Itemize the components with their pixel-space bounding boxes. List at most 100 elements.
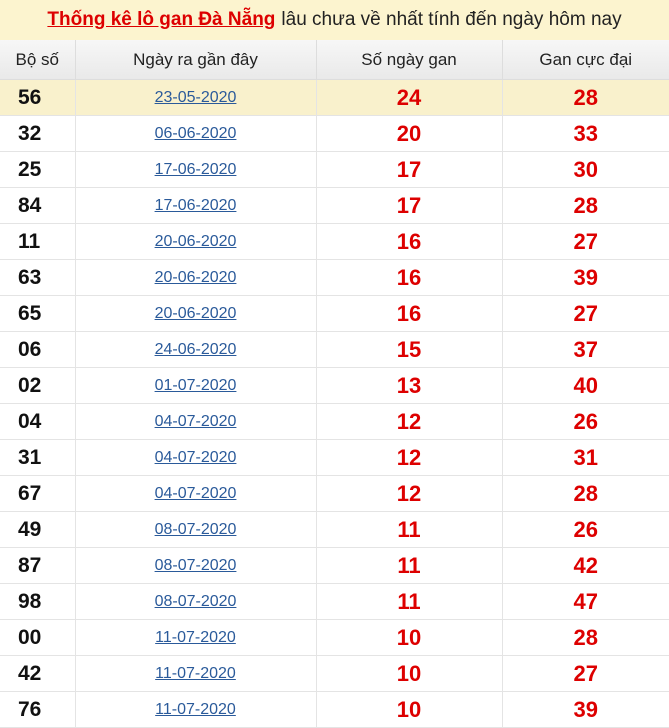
date-cell: 24-06-2020: [75, 331, 317, 368]
bo-so: 65: [0, 295, 76, 332]
gan-cuc-dai: 37: [502, 331, 669, 368]
gan-cuc-dai: 31: [502, 439, 669, 476]
table-row: 31 04-07-2020 12 31: [0, 439, 669, 476]
date-cell: 04-07-2020: [75, 475, 317, 512]
date-cell: 04-07-2020: [75, 439, 317, 476]
bo-so: 31: [0, 439, 76, 476]
date-link[interactable]: 24-06-2020: [154, 340, 237, 358]
so-ngay-gan: 12: [316, 439, 503, 476]
so-ngay-gan: 16: [316, 223, 503, 260]
gan-cuc-dai: 40: [502, 367, 669, 404]
table-row: 00 11-07-2020 10 28: [0, 619, 669, 656]
gan-cuc-dai: 39: [502, 691, 669, 728]
date-link[interactable]: 08-07-2020: [154, 520, 237, 538]
date-link[interactable]: 08-07-2020: [154, 556, 237, 574]
table-row: 87 08-07-2020 11 42: [0, 547, 669, 584]
date-link[interactable]: 23-05-2020: [154, 88, 237, 106]
bo-so: 06: [0, 331, 76, 368]
date-cell: 11-07-2020: [75, 655, 317, 692]
date-cell: 17-06-2020: [75, 187, 317, 224]
so-ngay-gan: 12: [316, 403, 503, 440]
date-cell: 17-06-2020: [75, 151, 317, 188]
table-row: 63 20-06-2020 16 39: [0, 259, 669, 296]
table-row: 49 08-07-2020 11 26: [0, 511, 669, 548]
table-row: 65 20-06-2020 16 27: [0, 295, 669, 332]
gan-cuc-dai: 39: [502, 259, 669, 296]
lo-gan-table: Bộ số Ngày ra gần đây Số ngày gan Gan cự…: [0, 40, 669, 728]
table-row: 98 08-07-2020 11 47: [0, 583, 669, 620]
bo-so: 49: [0, 511, 76, 548]
date-link[interactable]: 04-07-2020: [154, 484, 237, 502]
table-row: 84 17-06-2020 17 28: [0, 187, 669, 224]
so-ngay-gan: 10: [316, 619, 503, 656]
table-row: 25 17-06-2020 17 30: [0, 151, 669, 188]
table-row: 02 01-07-2020 13 40: [0, 367, 669, 404]
bo-so: 11: [0, 223, 76, 260]
bo-so: 67: [0, 475, 76, 512]
title-link[interactable]: Thống kê lô gan Đà Nẵng: [47, 9, 276, 30]
gan-cuc-dai: 28: [502, 79, 669, 116]
date-link[interactable]: 20-06-2020: [154, 268, 237, 286]
bo-so: 63: [0, 259, 76, 296]
gan-cuc-dai: 27: [502, 655, 669, 692]
table-row: 67 04-07-2020 12 28: [0, 475, 669, 512]
gan-cuc-dai: 28: [502, 475, 669, 512]
date-link[interactable]: 08-07-2020: [154, 592, 237, 610]
title-text: lâu chưa về nhất tính đến ngày hôm nay: [281, 9, 622, 30]
date-link[interactable]: 20-06-2020: [154, 232, 237, 250]
date-link[interactable]: 11-07-2020: [155, 700, 236, 718]
so-ngay-gan: 10: [316, 655, 503, 692]
so-ngay-gan: 11: [316, 583, 503, 620]
so-ngay-gan: 15: [316, 331, 503, 368]
table-row: 76 11-07-2020 10 39: [0, 691, 669, 728]
date-link[interactable]: 06-06-2020: [154, 124, 237, 142]
table-row: 42 11-07-2020 10 27: [0, 655, 669, 692]
date-link[interactable]: 17-06-2020: [154, 160, 237, 178]
table-row: 04 04-07-2020 12 26: [0, 403, 669, 440]
header-gan-cuc-dai: Gan cực đại: [502, 40, 669, 80]
date-link[interactable]: 20-06-2020: [154, 304, 237, 322]
bo-so: 98: [0, 583, 76, 620]
bo-so: 76: [0, 691, 76, 728]
gan-cuc-dai: 28: [502, 187, 669, 224]
so-ngay-gan: 17: [316, 151, 503, 188]
gan-cuc-dai: 27: [502, 223, 669, 260]
gan-cuc-dai: 26: [502, 403, 669, 440]
date-link[interactable]: 11-07-2020: [155, 664, 236, 682]
so-ngay-gan: 12: [316, 475, 503, 512]
bo-so: 04: [0, 403, 76, 440]
date-cell: 06-06-2020: [75, 115, 317, 152]
bo-so: 25: [0, 151, 76, 188]
gan-cuc-dai: 30: [502, 151, 669, 188]
date-cell: 11-07-2020: [75, 691, 317, 728]
date-cell: 23-05-2020: [75, 79, 317, 116]
date-cell: 08-07-2020: [75, 511, 317, 548]
date-link[interactable]: 01-07-2020: [154, 376, 237, 394]
bo-so: 00: [0, 619, 76, 656]
gan-cuc-dai: 28: [502, 619, 669, 656]
date-cell: 11-07-2020: [75, 619, 317, 656]
date-cell: 04-07-2020: [75, 403, 317, 440]
date-cell: 20-06-2020: [75, 295, 317, 332]
so-ngay-gan: 11: [316, 511, 503, 548]
date-cell: 08-07-2020: [75, 583, 317, 620]
date-link[interactable]: 04-07-2020: [154, 448, 237, 466]
header-row: Bộ số Ngày ra gần đây Số ngày gan Gan cự…: [0, 40, 669, 80]
date-cell: 20-06-2020: [75, 259, 317, 296]
so-ngay-gan: 16: [316, 259, 503, 296]
gan-cuc-dai: 27: [502, 295, 669, 332]
header-ngay-ra: Ngày ra gần đây: [75, 40, 317, 80]
date-cell: 20-06-2020: [75, 223, 317, 260]
date-link[interactable]: 17-06-2020: [154, 196, 237, 214]
bo-so: 56: [0, 79, 76, 116]
so-ngay-gan: 13: [316, 367, 503, 404]
so-ngay-gan: 24: [316, 79, 503, 116]
date-link[interactable]: 11-07-2020: [155, 628, 236, 646]
bo-so: 02: [0, 367, 76, 404]
bo-so: 84: [0, 187, 76, 224]
date-link[interactable]: 04-07-2020: [154, 412, 237, 430]
so-ngay-gan: 20: [316, 115, 503, 152]
table-row: 06 24-06-2020 15 37: [0, 331, 669, 368]
so-ngay-gan: 17: [316, 187, 503, 224]
bo-so: 32: [0, 115, 76, 152]
